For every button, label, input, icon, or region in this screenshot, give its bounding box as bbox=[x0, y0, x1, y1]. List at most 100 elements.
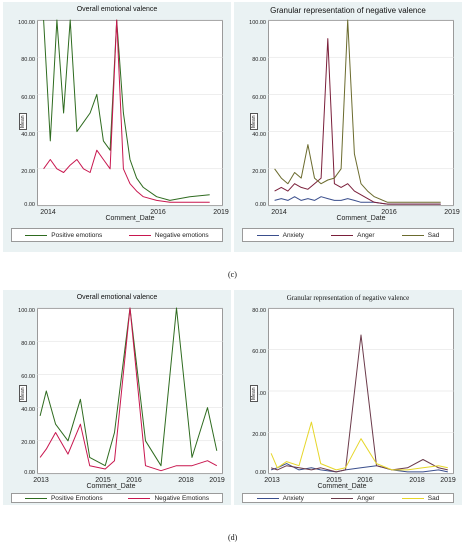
legend-item: Negative emotions bbox=[128, 231, 209, 239]
series-line-anger bbox=[270, 334, 448, 473]
y-tick-label: 60.00 bbox=[252, 349, 266, 355]
chart-panel-d-left: Overall emotional valence 100.00 80.00 6… bbox=[3, 290, 231, 505]
x-axis-label: Comment_Date bbox=[336, 215, 386, 222]
y-tick-label: 40.00 bbox=[252, 132, 266, 138]
y-tick-label: 80.00 bbox=[21, 341, 35, 347]
plot-area bbox=[37, 308, 223, 474]
y-tick-label: 60.00 bbox=[21, 374, 35, 380]
legend-swatch bbox=[256, 234, 279, 236]
legend-swatch bbox=[25, 234, 48, 236]
chart-title: Overall emotional valence bbox=[76, 6, 158, 13]
y-tick-label: 20.00 bbox=[252, 432, 266, 438]
x-tick-label: 2014 bbox=[271, 209, 287, 216]
legend-swatch bbox=[128, 234, 151, 236]
x-tick-label: 2019 bbox=[440, 477, 456, 484]
series-line-sad bbox=[270, 421, 448, 471]
figure-caption-c: (c) bbox=[228, 270, 237, 279]
plot-area bbox=[268, 20, 454, 206]
legend-swatch bbox=[128, 497, 151, 499]
legend-swatch bbox=[401, 234, 424, 236]
x-tick-label: 2019 bbox=[213, 209, 229, 216]
legend-item: Anger bbox=[331, 494, 375, 502]
legend-label: Positive emotions bbox=[51, 231, 103, 239]
legend-label: Positive Emotions bbox=[50, 494, 103, 502]
figure-caption-d: (d) bbox=[228, 533, 238, 542]
x-tick-label: 2019 bbox=[444, 209, 460, 216]
legend-label: Anxiety bbox=[282, 231, 304, 239]
y-tick-label: 60.00 bbox=[21, 95, 35, 101]
series-line-anger bbox=[274, 38, 441, 205]
x-tick-label: 2016 bbox=[381, 209, 397, 216]
series-line-positive-emotions bbox=[39, 307, 218, 467]
y-tick-label: 100.00 bbox=[249, 20, 266, 26]
legend: Positive emotions Negative emotions bbox=[11, 228, 223, 242]
x-tick-label: 2016 bbox=[150, 209, 166, 216]
legend-swatch bbox=[24, 497, 47, 499]
x-tick-label: 2015 bbox=[95, 477, 111, 484]
x-tick-label: 2018 bbox=[409, 477, 425, 484]
legend-label: Anxiety bbox=[282, 494, 304, 502]
legend: Anxiety Anger Sad bbox=[242, 228, 454, 242]
chart-title: Granular representation of negative vale… bbox=[270, 6, 426, 15]
legend-label: Negative emotions bbox=[154, 231, 209, 239]
x-tick-label: 2016 bbox=[126, 477, 142, 484]
y-tick-label: 80.00 bbox=[252, 308, 266, 314]
legend-label: Anger bbox=[357, 494, 375, 502]
legend-item: Negative Emotions bbox=[128, 495, 209, 502]
legend: Anxiety Anger Sad bbox=[242, 493, 454, 503]
x-axis-label: Comment_Date bbox=[105, 215, 155, 222]
y-tick-label: 80.00 bbox=[21, 57, 35, 63]
chart-title: Granular representation of negative vale… bbox=[286, 294, 410, 302]
legend-item: Sad bbox=[401, 231, 440, 239]
chart-c-right bbox=[268, 19, 454, 207]
y-tick-label: 20.00 bbox=[252, 169, 266, 175]
legend-swatch bbox=[401, 497, 424, 499]
y-tick-label: 0.00 bbox=[24, 470, 35, 476]
chart-panel-c-right: Granular representation of negative vale… bbox=[234, 2, 462, 252]
y-tick-label: 20.00 bbox=[21, 169, 35, 175]
x-tick-label: 2013 bbox=[264, 477, 280, 484]
chart-title: Overall emotional valence bbox=[76, 294, 158, 301]
series-line-negative-emotions bbox=[43, 19, 210, 203]
x-axis-label: Comment_Date bbox=[86, 483, 136, 490]
y-tick-label: 100.00 bbox=[18, 20, 35, 26]
x-axis-label: Comment_Date bbox=[317, 483, 367, 490]
legend-label: Sad bbox=[427, 231, 440, 239]
legend-item: Anxiety bbox=[256, 231, 304, 239]
y-tick-label: 100.00 bbox=[18, 308, 35, 314]
chart-d-right bbox=[268, 307, 454, 475]
legend-item: Positive Emotions bbox=[24, 494, 103, 502]
y-tick-label: 60.00 bbox=[252, 95, 266, 101]
legend-item: Anxiety bbox=[256, 494, 304, 502]
legend-swatch bbox=[331, 234, 354, 236]
legend-item: Anger bbox=[331, 232, 375, 239]
legend-swatch bbox=[256, 497, 279, 499]
legend-item: Positive emotions bbox=[25, 232, 102, 239]
x-tick-label: 2014 bbox=[40, 209, 56, 216]
x-tick-label: 2019 bbox=[209, 477, 225, 484]
series-line-sad bbox=[274, 19, 441, 203]
y-tick-label: 0.00 bbox=[255, 470, 266, 476]
chart-panel-c-left: Overall emotional valence 100.00 80.00 6… bbox=[3, 2, 231, 252]
y-tick-label: 80.00 bbox=[252, 57, 266, 63]
legend-label: Negative Emotions bbox=[154, 494, 210, 502]
x-tick-label: 2016 bbox=[357, 477, 373, 484]
x-tick-label: 2015 bbox=[326, 477, 342, 484]
series-line-anxiety bbox=[274, 196, 441, 205]
legend-item: Sad bbox=[401, 494, 440, 502]
legend-swatch bbox=[331, 497, 354, 499]
y-tick-label: 40.00 bbox=[21, 132, 35, 138]
x-tick-label: 2013 bbox=[33, 477, 49, 484]
chart-d-left bbox=[37, 307, 223, 475]
y-tick-label: 0.00 bbox=[255, 202, 266, 208]
series-line-negative-emotions bbox=[39, 307, 218, 472]
y-tick-label: 0.00 bbox=[24, 202, 35, 208]
legend-label: Sad bbox=[427, 494, 440, 502]
y-tick-label: 40.00 bbox=[252, 391, 266, 397]
legend: Positive Emotions Negative Emotions bbox=[11, 493, 223, 503]
x-tick-label: 2018 bbox=[178, 477, 194, 484]
chart-c-left bbox=[37, 19, 223, 207]
y-tick-label: 20.00 bbox=[21, 440, 35, 446]
series-line-positive-emotions bbox=[43, 19, 210, 201]
